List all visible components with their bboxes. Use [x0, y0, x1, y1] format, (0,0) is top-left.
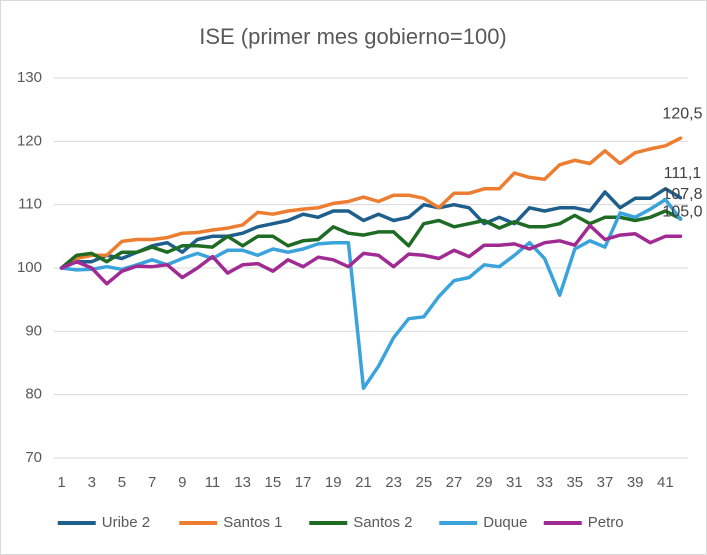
x-tick-label: 13	[234, 474, 251, 491]
y-tick-label: 130	[17, 69, 42, 86]
x-tick-label: 31	[506, 474, 523, 491]
x-tick-label: 25	[415, 474, 432, 491]
x-tick-label: 3	[88, 474, 96, 491]
x-tick-label: 7	[148, 474, 156, 491]
series-line	[59, 187, 683, 270]
data-label: 105,0	[662, 204, 702, 221]
x-tick-label: 37	[597, 474, 614, 491]
series-line	[59, 136, 683, 270]
x-tick-label: 9	[178, 474, 186, 491]
x-tick-label: 23	[385, 474, 402, 491]
x-tick-label: 11	[205, 474, 221, 491]
legend-label: Petro	[588, 514, 624, 531]
legend-label: Duque	[483, 514, 527, 531]
x-tick-label: 17	[295, 474, 312, 491]
y-tick-label: 110	[18, 196, 42, 213]
x-tick-label: 35	[566, 474, 583, 491]
data-label: 107,8	[662, 186, 702, 203]
series-line	[59, 209, 683, 270]
x-tick-label: 19	[325, 474, 342, 491]
x-tick-label: 5	[118, 474, 126, 491]
x-tick-label: 21	[355, 474, 372, 491]
x-tick-label: 41	[657, 474, 674, 491]
x-tick-label: 33	[536, 474, 553, 491]
x-tick-label: 39	[627, 474, 644, 491]
y-tick-label: 70	[25, 449, 42, 466]
y-tick-label: 120	[17, 132, 42, 149]
chart-title: ISE (primer mes gobierno=100)	[199, 24, 507, 49]
x-tick-label: 27	[446, 474, 463, 491]
legend-label: Uribe 2	[102, 514, 150, 531]
x-tick-label: 15	[265, 474, 282, 491]
legend-label: Santos 2	[353, 514, 412, 531]
series-line	[59, 223, 683, 286]
legend-label: Santos 1	[223, 514, 282, 531]
data-label: 120,5	[662, 105, 702, 122]
x-tick-label: 1	[57, 474, 65, 491]
data-label: 111,1	[664, 165, 702, 182]
x-tick-label: 29	[476, 474, 493, 491]
y-tick-label: 90	[25, 322, 42, 339]
y-tick-label: 100	[17, 259, 42, 276]
y-tick-label: 80	[25, 386, 42, 403]
